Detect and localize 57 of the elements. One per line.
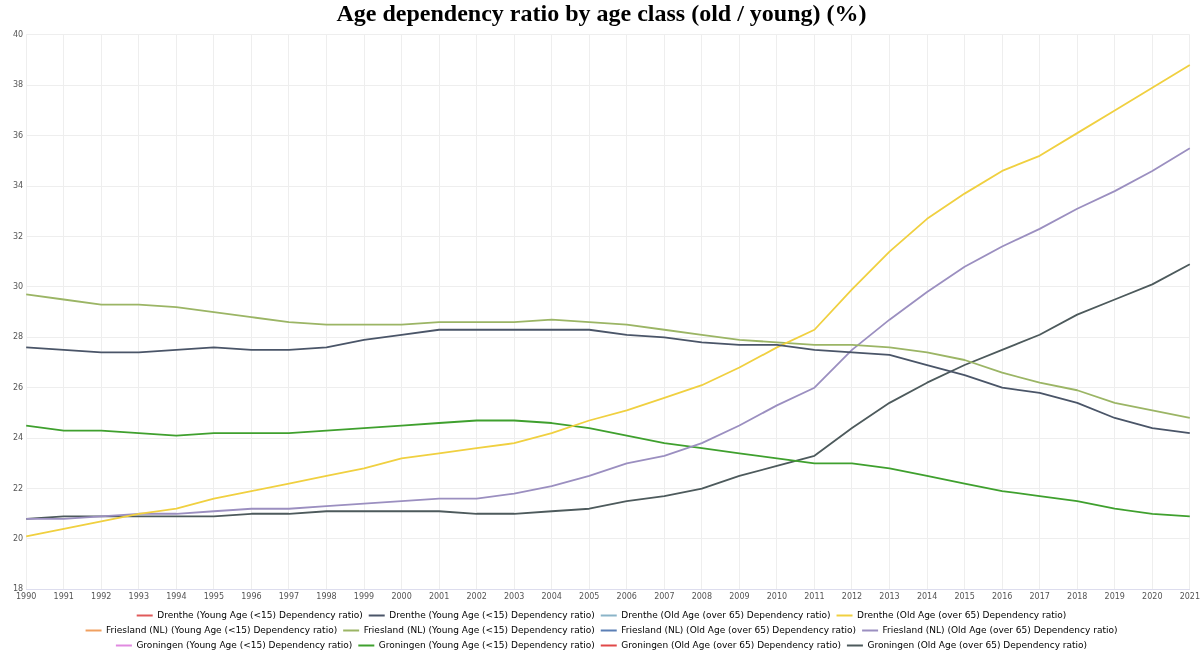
x-tick-label: 1996 bbox=[241, 592, 262, 602]
x-tick-label: 1991 bbox=[53, 592, 74, 602]
x-tick-label: 2016 bbox=[991, 592, 1013, 602]
y-tick-label: 22 bbox=[12, 483, 24, 493]
chart-title: Age dependency ratio by age class (old / young) (%) bbox=[336, 0, 867, 26]
y-tick-label: 34 bbox=[12, 181, 24, 191]
x-tick-label: 1997 bbox=[278, 592, 300, 602]
legend-label: Drenthe (Young Age (<15) Dependency ratio) bbox=[157, 609, 363, 620]
x-tick-label: 2003 bbox=[503, 592, 525, 602]
y-tick-label: 26 bbox=[12, 382, 24, 392]
y-tick-label: 24 bbox=[12, 433, 24, 443]
legend-label: Groningen (Young Age (<15) Dependency ratio) bbox=[378, 639, 595, 650]
x-tick-label: 1994 bbox=[166, 592, 187, 602]
x-tick-label: 2009 bbox=[729, 592, 750, 602]
y-tick-label: 38 bbox=[12, 80, 24, 90]
x-tick-label: 2015 bbox=[954, 592, 975, 602]
x-tick-label: 2021 bbox=[1179, 592, 1200, 602]
x-tick-label: 2019 bbox=[1104, 592, 1125, 602]
legend-label: Drenthe (Young Age (<15) Dependency ratio) bbox=[389, 609, 595, 620]
x-tick-label: 1998 bbox=[316, 592, 337, 602]
x-tick-label: 2014 bbox=[916, 592, 938, 602]
x-tick-label: 1995 bbox=[203, 592, 225, 602]
x-tick-label: 2017 bbox=[1029, 592, 1050, 602]
legend-label: Drenthe (Old Age (over 65) Dependency ratio) bbox=[857, 609, 1067, 620]
legend-label: Friesland (NL) (Young Age (<15) Dependency ratio) bbox=[106, 624, 338, 635]
x-tick-label: 2004 bbox=[541, 592, 562, 602]
y-tick-label: 32 bbox=[12, 231, 24, 241]
x-tick-label: 2018 bbox=[1067, 592, 1088, 602]
legend-label: Friesland (NL) (Young Age (<15) Dependency ratio) bbox=[363, 624, 595, 635]
legend-label: Groningen (Young Age (<15) Dependency ratio) bbox=[136, 639, 353, 650]
legend-label: Drenthe (Old Age (over 65) Dependency ratio) bbox=[621, 609, 831, 620]
x-tick-label: 1993 bbox=[128, 592, 149, 602]
legend-label: Friesland (NL) (Old Age (over 65) Dependency ratio) bbox=[621, 624, 857, 635]
x-tick-label: 2013 bbox=[879, 592, 900, 602]
x-tick-label: 2000 bbox=[391, 592, 412, 602]
y-tick-label: 28 bbox=[12, 332, 24, 342]
legend-label: Friesland (NL) (Old Age (over 65) Dependency ratio) bbox=[882, 624, 1118, 635]
y-tick-label: 36 bbox=[12, 130, 24, 140]
x-tick-label: 2005 bbox=[579, 592, 600, 602]
x-tick-label: 1992 bbox=[91, 592, 112, 602]
legend-label: Groningen (Old Age (over 65) Dependency ratio) bbox=[867, 639, 1088, 650]
x-tick-label: 2008 bbox=[691, 592, 713, 602]
x-tick-label: 2010 bbox=[766, 592, 788, 602]
x-tick-label: 1999 bbox=[353, 592, 375, 602]
y-tick-label: 40 bbox=[12, 29, 24, 39]
y-tick-label: 18 bbox=[12, 584, 24, 594]
legend-label: Groningen (Old Age (over 65) Dependency ratio) bbox=[621, 639, 841, 650]
x-tick-label: 2011 bbox=[804, 592, 825, 602]
x-tick-label: 2006 bbox=[616, 592, 637, 602]
x-tick-label: 2001 bbox=[428, 592, 450, 602]
y-tick-label: 20 bbox=[12, 534, 24, 544]
x-tick-label: 1990 bbox=[16, 592, 37, 602]
y-tick-label: 30 bbox=[12, 281, 24, 291]
x-tick-label: 2020 bbox=[1142, 592, 1163, 602]
x-tick-label: 2007 bbox=[654, 592, 675, 602]
x-tick-label: 2012 bbox=[841, 592, 863, 602]
x-tick-label: 2002 bbox=[466, 592, 487, 602]
